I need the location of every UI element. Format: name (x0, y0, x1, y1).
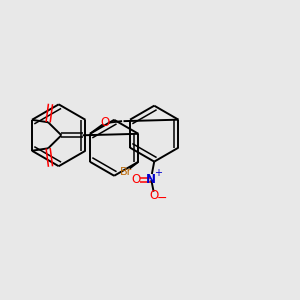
Text: −: − (157, 192, 167, 205)
Text: O: O (100, 116, 110, 129)
Text: Br: Br (120, 167, 132, 177)
Text: N: N (146, 173, 156, 186)
Text: +: + (154, 168, 162, 178)
Text: O: O (149, 189, 158, 202)
Text: O: O (131, 173, 141, 186)
